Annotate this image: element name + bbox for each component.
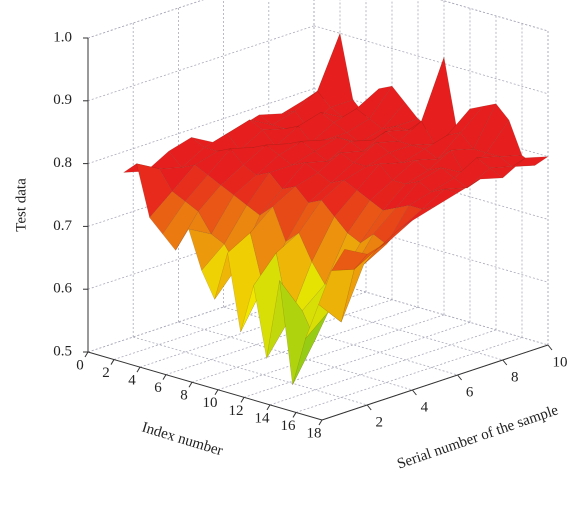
grid-line [313, 25, 549, 95]
grid-line [439, 0, 549, 32]
grid-line [133, 336, 368, 406]
x-tick-label: 16 [281, 418, 297, 434]
grid-line [87, 0, 204, 39]
z-tick-label: 1.0 [53, 29, 72, 45]
y-tick-label: 6 [466, 384, 474, 400]
x-tick-label: 14 [255, 410, 271, 426]
tick-mark [457, 374, 462, 381]
tick-mark [240, 397, 245, 403]
tick-mark [547, 344, 553, 351]
x-tick-label: 10 [203, 395, 218, 411]
y-tick-label: 8 [511, 369, 519, 385]
tick-mark [84, 351, 89, 358]
x-tick-label: 12 [229, 403, 244, 419]
x-tick-label: 4 [128, 373, 136, 389]
tick-mark [214, 389, 219, 396]
axis-edge [87, 0, 204, 39]
z-tick-label: 0.7 [53, 218, 72, 234]
grid-line [87, 25, 315, 102]
x-tick-label: 0 [76, 357, 84, 373]
tick-mark [366, 404, 372, 411]
x-tick-label: 6 [154, 380, 162, 396]
grid-line [295, 337, 523, 413]
tick-mark [188, 381, 193, 388]
y-tick-label: 4 [421, 399, 429, 415]
grid-line [217, 314, 445, 391]
axis-line [321, 344, 549, 421]
z-tick-label: 0.9 [53, 92, 72, 108]
x-tick-label: 18 [307, 425, 322, 441]
tick-mark [292, 412, 297, 418]
tick-mark [266, 404, 271, 411]
z-tick-label: 0.5 [53, 343, 72, 359]
axis-line [87, 351, 323, 421]
z-tick-label: 0.8 [53, 155, 72, 171]
x-tick-label: 2 [102, 365, 110, 381]
axis-edge [439, 0, 549, 32]
tick-mark [136, 366, 141, 373]
tick-mark [502, 359, 508, 366]
surface-cell [399, 206, 436, 230]
tick-mark [412, 389, 417, 396]
y-tick-label: 10 [553, 354, 568, 370]
tick-mark [162, 374, 167, 380]
z-axis-title: Test data [13, 178, 29, 232]
x-axis-title: Index number [140, 420, 225, 460]
surface-cell [317, 32, 354, 108]
surface-cell [331, 248, 368, 271]
y-tick-label: 2 [375, 414, 383, 430]
tick-mark [110, 359, 115, 365]
z-tick-label: 0.6 [53, 281, 72, 297]
tick-mark [318, 419, 323, 426]
x-tick-label: 8 [180, 388, 188, 404]
